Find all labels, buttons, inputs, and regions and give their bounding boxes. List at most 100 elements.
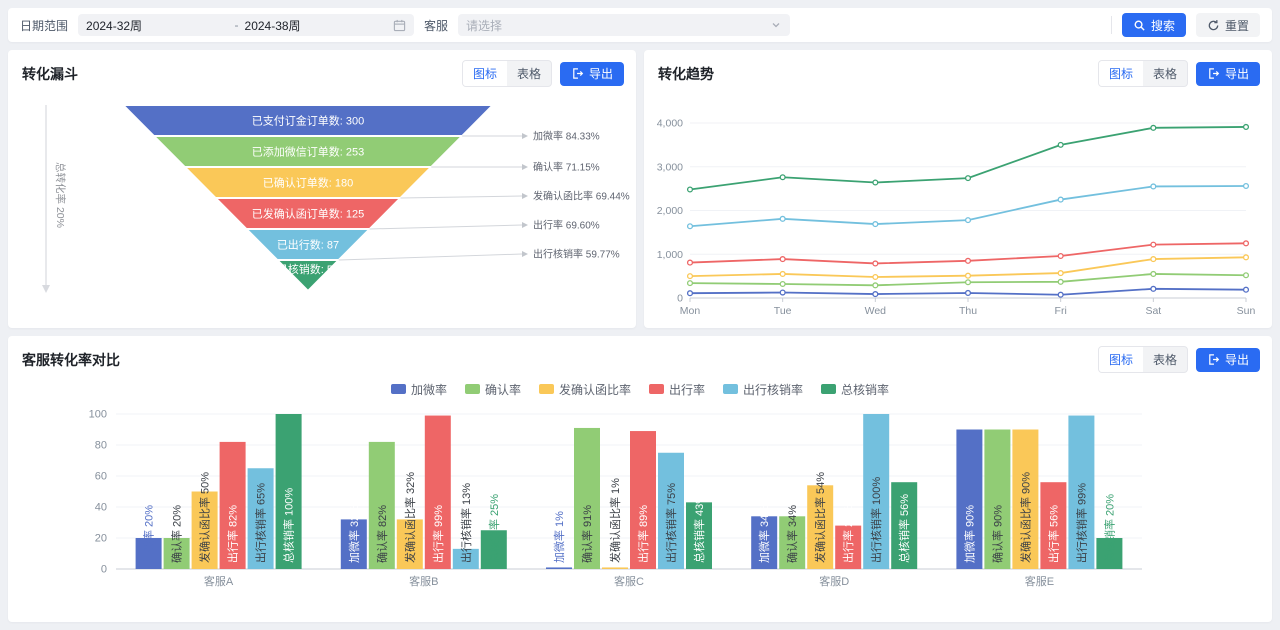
bar[interactable] [863,414,890,569]
legend-item[interactable]: 发确认函比率 [538,381,631,398]
bar[interactable] [574,427,600,569]
funnel-export-button[interactable]: 导出 [559,61,624,86]
trend-data-point[interactable] [964,257,972,264]
trend-data-point[interactable] [779,256,786,263]
trend-tab-table[interactable]: 表格 [1152,67,1177,81]
y-axis-tick-label: 2,000 [657,205,683,217]
search-button[interactable]: 搜索 [1121,13,1186,37]
legend-item[interactable]: 总核销率 [821,381,889,398]
trend-data-point[interactable] [1150,124,1157,131]
bar[interactable] [1096,538,1123,569]
trend-data-point[interactable] [1242,182,1250,190]
trend-data-point[interactable] [1242,123,1250,130]
trend-data-point[interactable] [686,186,694,193]
trend-data-point[interactable] [964,217,972,224]
trend-data-point[interactable] [1150,270,1157,277]
bar[interactable] [452,548,479,569]
compare-export-button[interactable]: 导出 [1195,347,1260,372]
funnel-tab-chart[interactable]: 图标 [462,61,507,86]
trend-data-point[interactable] [872,260,879,267]
trend-data-point[interactable] [964,289,972,297]
bar[interactable] [751,516,778,569]
trend-data-point[interactable] [1242,254,1250,261]
trend-data-point[interactable] [872,291,879,298]
legend-item[interactable]: 加微率 [390,381,447,398]
bar[interactable] [956,429,983,570]
trend-data-point[interactable] [1057,252,1064,260]
agent-select[interactable]: 请选择 [458,14,791,36]
trend-data-point[interactable] [1150,285,1157,292]
trend-data-point[interactable] [1150,256,1157,263]
bar[interactable] [891,482,918,569]
bar[interactable] [546,567,572,569]
bar-label: 出行率 89% [636,505,650,563]
legend-item[interactable]: 出行核销率 [723,381,803,398]
trend-data-point[interactable] [1242,272,1250,279]
bar[interactable] [658,452,684,569]
bar[interactable] [219,441,246,569]
trend-data-point[interactable] [964,279,972,286]
legend-item[interactable]: 出行率 [649,381,705,398]
trend-data-point[interactable] [1057,278,1064,285]
trend-data-point[interactable] [779,270,786,277]
compare-tab-chart[interactable]: 图标 [1098,347,1143,372]
bar[interactable] [368,441,395,569]
x-axis-tick-label: Fri [1055,305,1067,317]
trend-data-point[interactable] [872,282,879,289]
date-start-value[interactable]: 2024-32周 [86,18,143,33]
trend-data-point[interactable] [964,272,972,279]
trend-data-point[interactable] [686,259,694,266]
trend-data-point[interactable] [1057,291,1064,298]
trend-data-point[interactable] [1057,196,1064,203]
trend-data-point[interactable] [1150,183,1157,190]
trend-data-point[interactable] [779,289,786,296]
bar[interactable] [424,415,451,569]
trend-data-point[interactable] [686,223,694,230]
trend-data-point[interactable] [686,290,694,297]
funnel-tab-table[interactable]: 表格 [516,67,541,81]
trend-export-label: 导出 [1224,67,1249,81]
compare-tab-table[interactable]: 表格 [1152,353,1177,367]
bar[interactable] [135,538,162,569]
bar[interactable] [779,516,806,569]
trend-data-point[interactable] [1057,270,1064,277]
bar[interactable] [396,519,423,569]
trend-tab-chart[interactable]: 图标 [1098,61,1143,86]
date-range-picker[interactable]: 2024-32周 - 2024-38周 [78,14,415,36]
trend-data-point[interactable] [872,221,879,228]
trend-data-point[interactable] [872,273,879,281]
trend-data-point[interactable] [964,175,972,182]
date-end-value[interactable]: 2024-38周 [244,18,301,33]
funnel-stage-6[interactable] [274,259,342,293]
bar[interactable] [984,429,1011,570]
bar[interactable] [602,567,628,569]
legend-item[interactable]: 确认率 [464,381,521,398]
bar[interactable] [247,468,274,569]
bar[interactable] [1040,482,1067,569]
trend-data-point[interactable] [872,179,879,186]
calendar-icon [393,19,406,32]
trend-data-point[interactable] [1242,240,1250,247]
bar[interactable] [163,538,190,569]
trend-data-point[interactable] [686,280,694,287]
bar[interactable] [1068,415,1095,569]
trend-export-button[interactable]: 导出 [1195,61,1260,86]
funnel-panel-header: 转化漏斗 图标 表格 导出 [8,50,636,91]
bar[interactable] [630,431,656,569]
bar[interactable] [686,502,712,569]
trend-data-point[interactable] [779,280,786,288]
bar[interactable] [480,530,507,569]
trend-data-point[interactable] [1150,241,1157,248]
bar[interactable] [191,491,218,570]
bar[interactable] [835,525,862,569]
bar[interactable] [275,414,302,569]
trend-data-point[interactable] [686,273,694,280]
trend-data-point[interactable] [779,215,786,222]
trend-data-point[interactable] [779,174,786,181]
trend-data-point[interactable] [1242,286,1250,293]
bar[interactable] [340,519,367,569]
trend-data-point[interactable] [1057,141,1064,148]
bar[interactable] [1012,429,1039,570]
bar[interactable] [807,485,834,569]
reset-button[interactable]: 重置 [1195,13,1260,37]
